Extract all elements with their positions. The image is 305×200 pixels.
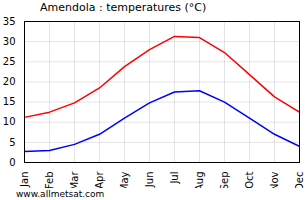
svg-text:Jan: Jan: [19, 172, 30, 188]
svg-text:20: 20: [3, 76, 16, 87]
svg-text:10: 10: [3, 116, 16, 127]
svg-text:Feb: Feb: [44, 172, 55, 189]
svg-text:Dec: Dec: [294, 172, 305, 189]
svg-text:5: 5: [9, 137, 15, 148]
svg-text:Jul: Jul: [169, 172, 180, 185]
svg-text:Mar: Mar: [69, 171, 80, 188]
svg-text:15: 15: [3, 96, 16, 107]
svg-text:Sep: Sep: [219, 172, 230, 189]
svg-text:Jun: Jun: [144, 172, 155, 189]
html-text:www.allmetsat.com: www.allmetsat.com: [16, 189, 105, 199]
svg-text:Oct: Oct: [244, 171, 255, 188]
svg-text:30: 30: [3, 36, 16, 47]
svg-text:May: May: [119, 171, 130, 188]
svg-text:Aug: Aug: [194, 172, 205, 189]
svg-text:25: 25: [3, 56, 16, 67]
svg-text:Apr: Apr: [94, 171, 105, 188]
html-text:Amendola : temperatures (°C): Amendola : temperatures (°C): [40, 1, 207, 14]
svg-text:0: 0: [9, 157, 15, 168]
svg-text:35: 35: [3, 16, 16, 27]
svg-text:Nov: Nov: [269, 171, 280, 188]
